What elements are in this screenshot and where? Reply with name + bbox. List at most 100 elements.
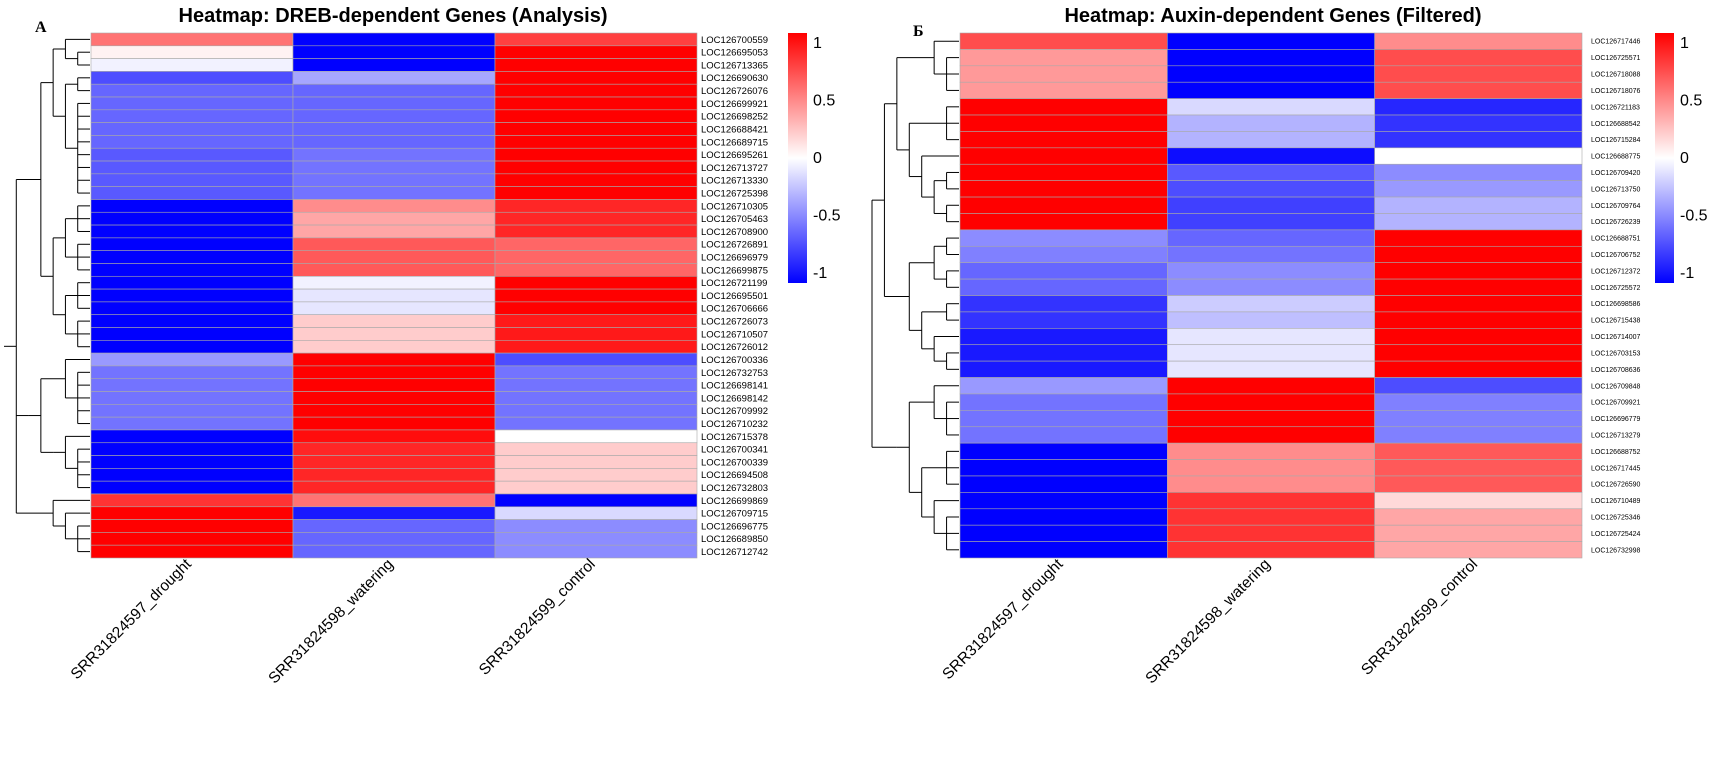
heatmap-cell	[90, 71, 294, 85]
row-label: LOC126726076	[701, 86, 768, 97]
heatmap-cell	[1374, 508, 1583, 526]
row-label: LOC126715378	[701, 432, 768, 443]
heatmap-cell	[959, 114, 1168, 132]
heatmap-cell	[292, 416, 496, 431]
heatmap-cell	[494, 532, 698, 546]
heatmap-cell	[494, 250, 698, 264]
heatmap-cell	[1167, 344, 1375, 362]
heatmap-cell	[1167, 262, 1375, 280]
row-label: LOC126732753	[701, 368, 768, 379]
row-label: LOC126709921	[1591, 400, 1641, 407]
heatmap-cell	[90, 135, 294, 149]
heatmap-cell	[1374, 410, 1583, 428]
heatmap-cell	[1167, 426, 1375, 444]
heatmap-cell	[90, 96, 294, 111]
heatmap-cell	[1167, 459, 1375, 477]
heatmap-cell	[292, 199, 496, 213]
heatmap-cell	[494, 83, 698, 98]
column-label: SRR31824597_drought	[939, 555, 1067, 683]
heatmap-cell	[494, 391, 698, 405]
heatmap-cell	[959, 344, 1168, 362]
row-label: LOC126700336	[701, 355, 768, 366]
row-label: LOC126717446	[1591, 39, 1641, 46]
row-label: LOC126726239	[1591, 219, 1641, 226]
row-label: LOC126725571	[1591, 55, 1641, 62]
heatmap-cell	[292, 250, 496, 264]
heatmap-panel-1: A Heatmap: DREB-dependent Genes (Analysis…	[4, 5, 841, 687]
heatmap-cell	[292, 58, 496, 72]
heatmap-cell	[90, 327, 294, 341]
heatmap-cell	[292, 519, 496, 533]
heatmap-cell	[1374, 295, 1583, 313]
row-label: LOC126706752	[1591, 252, 1641, 259]
heatmap-cell	[1167, 245, 1375, 263]
heatmap-cell	[494, 429, 698, 444]
heatmap-cell	[494, 442, 698, 456]
heatmap-cell	[90, 199, 294, 213]
heatmap-cell	[494, 519, 698, 533]
heatmap-cell	[292, 45, 496, 59]
heatmap-cell	[494, 71, 698, 85]
heatmap-cell	[1374, 524, 1583, 542]
heatmap-cell	[90, 352, 294, 367]
heatmap-cell	[1167, 147, 1375, 165]
heatmap-cell	[1374, 65, 1583, 83]
colorbar-tick-label: 0.5	[813, 93, 835, 110]
heatmap-cell	[90, 160, 294, 175]
heatmap-cell	[1374, 131, 1583, 149]
colorbar-tick-label: 1	[813, 35, 822, 52]
row-label: LOC126688775	[1591, 154, 1641, 161]
heatmap-cell	[292, 378, 496, 392]
row-label: LOC126703153	[1591, 350, 1641, 357]
heatmap-cell	[90, 224, 294, 239]
colorbar-tick-label: -1	[1680, 265, 1694, 282]
heatmap-cell	[90, 480, 294, 495]
heatmap-cell	[292, 301, 496, 315]
heatmap-cell	[959, 360, 1168, 378]
heatmap-cell	[292, 455, 496, 469]
row-label: LOC126726891	[701, 240, 768, 251]
heatmap-cell	[959, 393, 1168, 411]
heatmap-cell	[1167, 114, 1375, 132]
panel-label: Б	[913, 23, 924, 40]
row-label: LOC126689715	[701, 137, 768, 148]
heatmap-cell	[494, 122, 698, 136]
heatmap-cell	[959, 524, 1168, 542]
heatmap-cell	[292, 263, 496, 277]
heatmap-cell	[959, 65, 1168, 83]
heatmap-cell	[292, 544, 496, 559]
heatmap-cell	[1167, 393, 1375, 411]
heatmap-cell	[292, 109, 496, 123]
row-label: LOC126698142	[701, 393, 768, 404]
row-label: LOC126700341	[701, 445, 768, 456]
heatmap-cell	[494, 45, 698, 59]
heatmap-cell	[959, 508, 1168, 526]
heatmap-cell	[959, 459, 1168, 477]
row-label: LOC126710232	[701, 419, 768, 430]
heatmap-cell	[90, 391, 294, 405]
heatmap-cell	[90, 122, 294, 136]
heatmap-cell	[1374, 114, 1583, 132]
row-label: LOC126699921	[701, 99, 768, 110]
row-label: LOC126688542	[1591, 121, 1641, 128]
colorbar	[788, 33, 807, 283]
heatmap-cell	[959, 262, 1168, 280]
heatmap-cell	[1374, 492, 1583, 510]
heatmap-cell	[90, 186, 294, 200]
heatmap-cell	[494, 416, 698, 431]
row-label: LOC126699869	[701, 496, 768, 507]
heatmap-cell	[1167, 442, 1375, 460]
heatmap-cell	[1167, 541, 1375, 559]
row-label: LOC126715284	[1591, 137, 1641, 144]
heatmap-cell	[1374, 213, 1583, 231]
heatmap-cell	[1167, 278, 1375, 296]
row-label: LOC126721183	[1591, 104, 1640, 111]
column-label: SRR31824597_drought	[68, 555, 196, 683]
colorbar-tick-label: 0	[1680, 150, 1689, 167]
heatmap-cell	[1374, 442, 1583, 460]
row-label: LOC126688421	[701, 124, 768, 135]
heatmap-cell	[494, 506, 698, 520]
heatmap-cell	[959, 163, 1168, 181]
row-label: LOC126725572	[1591, 285, 1641, 292]
heatmap-cell	[292, 147, 496, 162]
